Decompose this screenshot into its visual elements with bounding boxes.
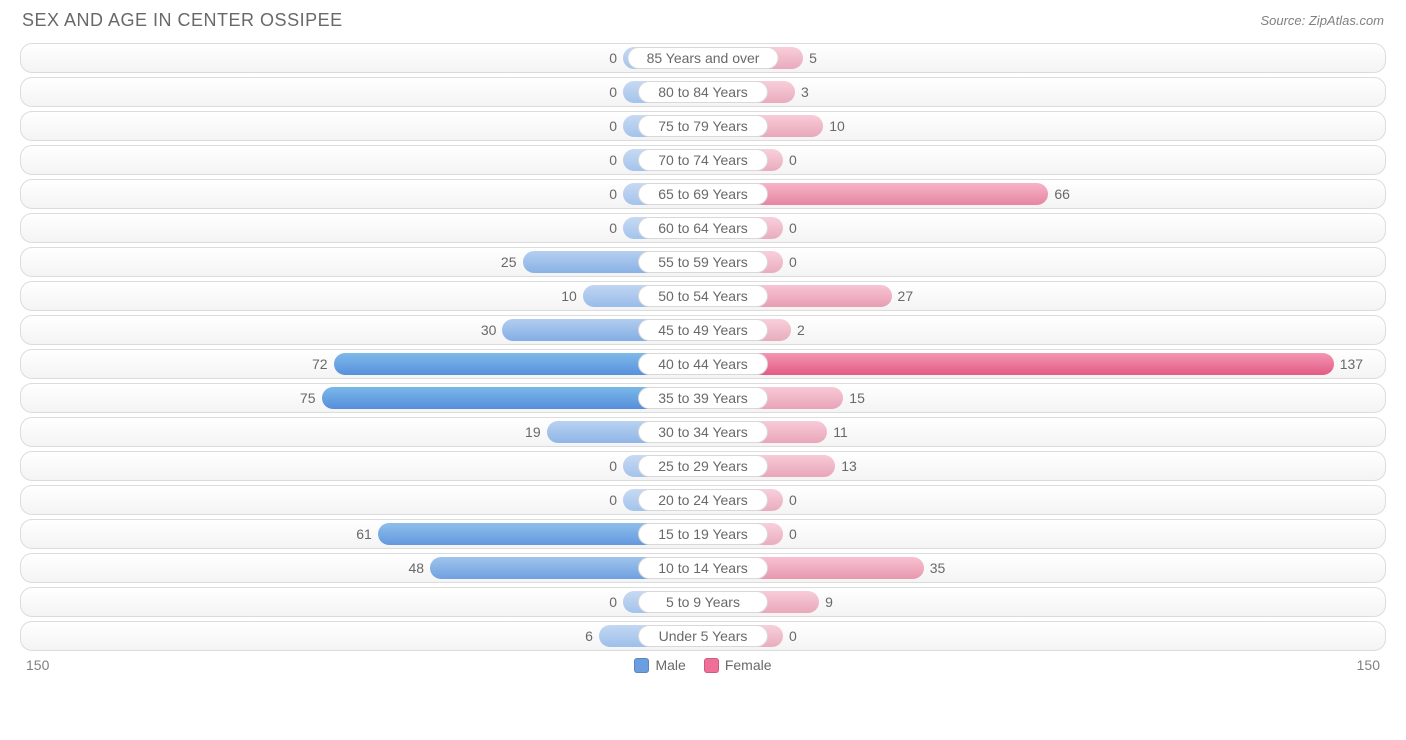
legend-item-female: Female	[704, 657, 772, 673]
age-label-pill: 20 to 24 Years	[638, 489, 768, 511]
female-value: 2	[797, 322, 805, 338]
pyramid-row: 0 0 20 to 24 Years	[20, 485, 1386, 515]
age-label-pill: 80 to 84 Years	[638, 81, 768, 103]
female-value: 0	[789, 220, 797, 236]
male-value: 75	[300, 390, 316, 406]
age-label-pill: Under 5 Years	[638, 625, 768, 647]
chart-header: SEX AND AGE IN CENTER OSSIPEE Source: Zi…	[20, 10, 1386, 31]
pyramid-row: 30 2 45 to 49 Years	[20, 315, 1386, 345]
male-value: 6	[585, 628, 593, 644]
female-value: 11	[833, 424, 848, 440]
female-value: 0	[789, 254, 797, 270]
female-value: 5	[809, 50, 817, 66]
male-value: 25	[501, 254, 517, 270]
age-label-pill: 40 to 44 Years	[638, 353, 768, 375]
pyramid-row: 25 0 55 to 59 Years	[20, 247, 1386, 277]
female-value: 3	[801, 84, 809, 100]
age-label-pill: 50 to 54 Years	[638, 285, 768, 307]
male-value: 0	[609, 84, 617, 100]
age-label-pill: 35 to 39 Years	[638, 387, 768, 409]
male-value: 0	[609, 50, 617, 66]
age-label-pill: 85 Years and over	[628, 47, 779, 69]
legend-swatch-male	[634, 658, 649, 673]
male-value: 0	[609, 594, 617, 610]
pyramid-row: 0 66 65 to 69 Years	[20, 179, 1386, 209]
female-value: 9	[825, 594, 833, 610]
age-label-pill: 5 to 9 Years	[638, 591, 768, 613]
pyramid-row: 61 0 15 to 19 Years	[20, 519, 1386, 549]
pyramid-row: 6 0 Under 5 Years	[20, 621, 1386, 651]
pyramid-row: 0 9 5 to 9 Years	[20, 587, 1386, 617]
female-bar	[703, 353, 1334, 375]
age-label-pill: 15 to 19 Years	[638, 523, 768, 545]
chart-area: 0 5 85 Years and over 0 3 80 to 84 Years 0 10 75…	[20, 43, 1386, 651]
age-label-pill: 30 to 34 Years	[638, 421, 768, 443]
pyramid-row: 19 11 30 to 34 Years	[20, 417, 1386, 447]
female-value: 35	[930, 560, 946, 576]
male-value: 30	[481, 322, 497, 338]
female-value: 0	[789, 492, 797, 508]
axis-max-left: 150	[26, 657, 49, 673]
age-label-pill: 60 to 64 Years	[638, 217, 768, 239]
female-value: 0	[789, 152, 797, 168]
age-label-pill: 75 to 79 Years	[638, 115, 768, 137]
male-value: 0	[609, 458, 617, 474]
female-value: 15	[849, 390, 865, 406]
pyramid-row: 75 15 35 to 39 Years	[20, 383, 1386, 413]
female-value: 13	[841, 458, 857, 474]
female-value: 0	[789, 526, 797, 542]
age-label-pill: 25 to 29 Years	[638, 455, 768, 477]
male-value: 0	[609, 220, 617, 236]
pyramid-row: 72 137 40 to 44 Years	[20, 349, 1386, 379]
age-label-pill: 70 to 74 Years	[638, 149, 768, 171]
age-label-pill: 65 to 69 Years	[638, 183, 768, 205]
female-value: 66	[1054, 186, 1070, 202]
female-value: 137	[1340, 356, 1363, 372]
female-value: 10	[829, 118, 845, 134]
pyramid-row: 48 35 10 to 14 Years	[20, 553, 1386, 583]
male-value: 10	[561, 288, 577, 304]
legend: Male Female	[634, 657, 771, 673]
male-value: 0	[609, 186, 617, 202]
age-label-pill: 45 to 49 Years	[638, 319, 768, 341]
male-value: 61	[356, 526, 372, 542]
pyramid-row: 0 13 25 to 29 Years	[20, 451, 1386, 481]
legend-label-female: Female	[725, 657, 772, 673]
pyramid-row: 0 0 60 to 64 Years	[20, 213, 1386, 243]
legend-label-male: Male	[655, 657, 685, 673]
axis-max-right: 150	[1357, 657, 1380, 673]
chart-footer: 150 Male Female 150	[20, 657, 1386, 673]
pyramid-row: 0 0 70 to 74 Years	[20, 145, 1386, 175]
chart-source: Source: ZipAtlas.com	[1260, 13, 1384, 28]
legend-item-male: Male	[634, 657, 685, 673]
legend-swatch-female	[704, 658, 719, 673]
male-value: 0	[609, 492, 617, 508]
male-value: 19	[525, 424, 541, 440]
pyramid-row: 10 27 50 to 54 Years	[20, 281, 1386, 311]
chart-title: SEX AND AGE IN CENTER OSSIPEE	[22, 10, 343, 31]
male-value: 0	[609, 118, 617, 134]
pyramid-row: 0 5 85 Years and over	[20, 43, 1386, 73]
female-value: 0	[789, 628, 797, 644]
male-value: 0	[609, 152, 617, 168]
male-value: 72	[312, 356, 328, 372]
female-value: 27	[898, 288, 914, 304]
age-label-pill: 55 to 59 Years	[638, 251, 768, 273]
pyramid-row: 0 3 80 to 84 Years	[20, 77, 1386, 107]
age-label-pill: 10 to 14 Years	[638, 557, 768, 579]
male-value: 48	[408, 560, 424, 576]
pyramid-row: 0 10 75 to 79 Years	[20, 111, 1386, 141]
